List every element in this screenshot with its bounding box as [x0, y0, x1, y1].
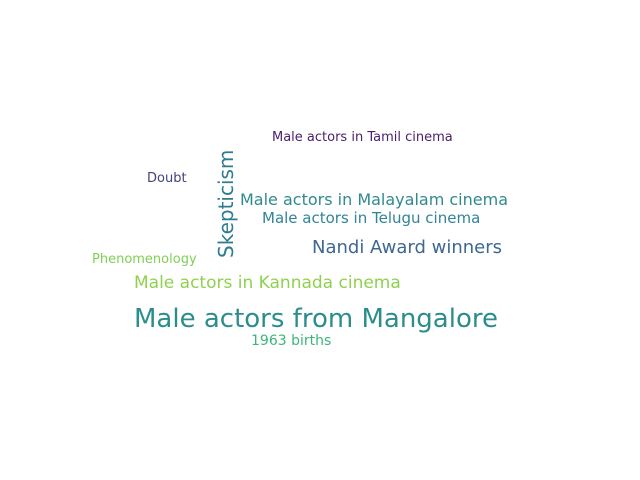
word-nandi-award-winners: Nandi Award winners [312, 237, 503, 258]
word-male-actors-kannada: Male actors in Kannada cinema [134, 273, 401, 293]
word-1963-births: 1963 births [251, 333, 332, 349]
word-male-actors-malayalam: Male actors in Malayalam cinema [240, 190, 508, 209]
word-doubt: Doubt [147, 171, 187, 186]
word-skepticism: Skepticism [214, 122, 240, 258]
word-male-actors-mangalore: Male actors from Mangalore [134, 304, 498, 334]
word-male-actors-telugu: Male actors in Telugu cinema [262, 209, 481, 227]
word-male-actors-tamil: Male actors in Tamil cinema [272, 130, 453, 145]
word-skepticism-text: Skepticism [214, 149, 238, 258]
word-phenomenology: Phenomenology [92, 252, 197, 267]
